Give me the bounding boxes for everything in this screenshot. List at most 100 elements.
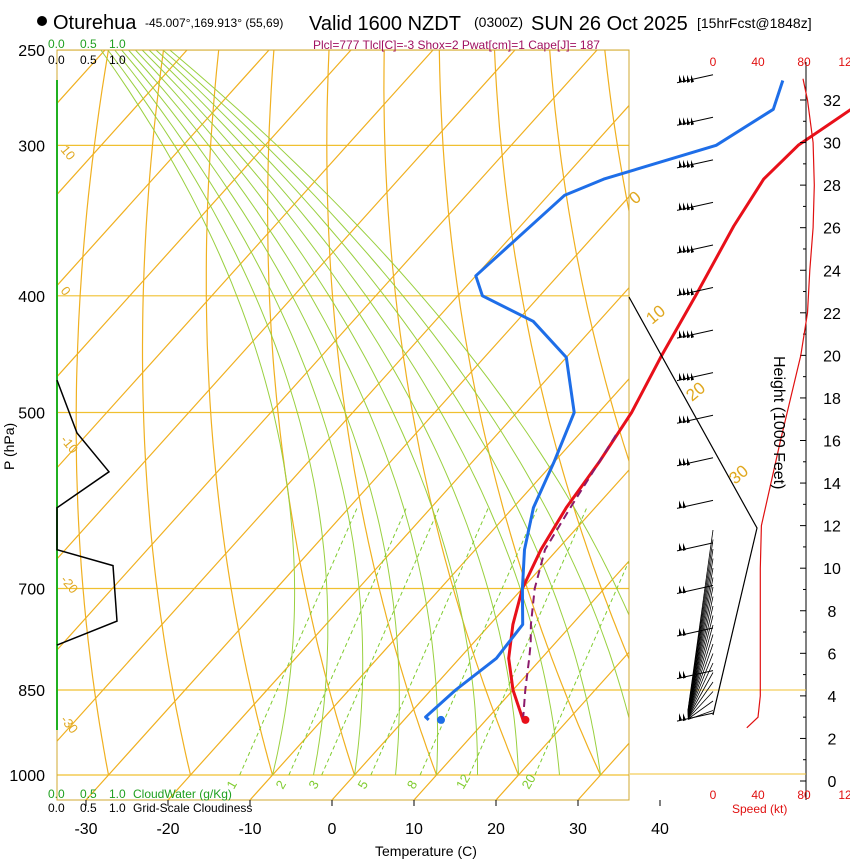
height-tick-6: 6 xyxy=(828,646,837,663)
wind-barb-flag-6-1 xyxy=(683,457,686,466)
wind-barb-flag-12-1 xyxy=(683,202,686,211)
temp-tick-20: 20 xyxy=(487,821,505,838)
wind-barb-9 xyxy=(676,329,714,339)
wind-barb-flag-5-1 xyxy=(683,500,686,509)
isotherm--70 xyxy=(57,50,434,469)
isotherm--80 xyxy=(57,50,352,378)
height-tick-18: 18 xyxy=(823,391,841,408)
x-axis-label: Temperature (C) xyxy=(375,843,477,859)
isotherm-0 xyxy=(331,469,629,800)
isotherm--40 xyxy=(57,104,629,743)
valid-time: Valid 1600 NZDT xyxy=(309,13,461,35)
height-tick-20: 20 xyxy=(823,348,841,365)
speed-tick-bottom-0: 0 xyxy=(710,788,717,802)
lowlevel-barb-17 xyxy=(687,691,714,719)
dry-adiabat-label-30: 30 xyxy=(725,461,752,488)
isotherm-40 xyxy=(660,50,850,800)
wind-barb-flag-9-1 xyxy=(683,330,686,339)
wind-barb-10 xyxy=(676,287,714,297)
height-tick-14: 14 xyxy=(823,476,841,493)
moist-adiabat-30 xyxy=(155,50,601,776)
wind-barb-flag-14-3 xyxy=(691,117,694,126)
wind-barb-flag-15-2 xyxy=(687,74,690,83)
height-tick-28: 28 xyxy=(823,178,841,195)
wind-barb-flag-7-2 xyxy=(687,415,690,424)
temp-tick-10: 10 xyxy=(405,821,423,838)
isotherm-label--20: -20 xyxy=(58,572,82,596)
height-panel: 0246810121416182022242628303200404080801… xyxy=(628,55,850,802)
isotherm--20 xyxy=(167,286,629,800)
wind-barb-flag-1-1 xyxy=(683,670,686,679)
forecast-date: SUN 26 Oct 2025 xyxy=(531,13,688,35)
height-tick-16: 16 xyxy=(823,434,841,451)
temp-tick-0: 0 xyxy=(328,821,337,838)
isotherm--90 xyxy=(57,50,270,287)
wind-barb-8 xyxy=(676,372,714,382)
lowlevel-barb-15 xyxy=(687,672,714,718)
dry-adiabat-0 xyxy=(266,50,356,776)
lowlevel-barb-6 xyxy=(687,586,714,714)
wind-barb-flag-4-0 xyxy=(679,542,682,551)
cloudiness-scale-bottom-0: 0.0 xyxy=(48,801,65,815)
speed-axis-label: Speed (kt) xyxy=(732,802,787,816)
speed-tick-top-2: 80 xyxy=(797,55,811,69)
speed-tick-top-1: 40 xyxy=(751,55,765,69)
station-coords: -45.007°,169.913° (55,69) xyxy=(145,16,283,30)
wind-barb-14 xyxy=(676,116,714,126)
moist-adiabat-20 xyxy=(141,50,519,776)
temp-tick-30: 30 xyxy=(569,821,587,838)
wind-barb-flag-10-0 xyxy=(679,287,682,296)
wind-barb-flag-2-0 xyxy=(679,628,682,637)
wind-barb-flag-6-0 xyxy=(679,457,682,466)
wind-barb-staff-4 xyxy=(676,542,714,552)
surface-dewpoint-marker xyxy=(436,715,445,724)
chart-series xyxy=(56,80,850,724)
lowlevel-barb-9 xyxy=(687,615,714,715)
height-tick-24: 24 xyxy=(823,263,841,280)
station-bullet-icon xyxy=(37,16,47,26)
isotherm-60 xyxy=(824,50,850,800)
isotherm--100 xyxy=(57,50,188,196)
wind-barb-flag-11-1 xyxy=(683,244,686,253)
wind-barb-flag-15-0 xyxy=(679,74,682,83)
isotherm-20 xyxy=(495,651,629,800)
moist-adiabat-25 xyxy=(148,50,560,776)
isotherm--60 xyxy=(57,50,516,560)
moist-adiabat-35 xyxy=(162,50,629,720)
lowlevel-barb-19 xyxy=(687,710,714,720)
cloud-water-label: CloudWater (g/Kg) xyxy=(133,787,232,801)
wind-barb-flag-10-3 xyxy=(691,287,694,296)
pressure-tick-1000: 1000 xyxy=(9,768,45,785)
wind-barb-flag-0-1 xyxy=(683,713,686,722)
cloudiness-label: Grid-Scale Cloudiness xyxy=(133,801,252,815)
dry-adiabat-label-10: 10 xyxy=(642,301,669,328)
wind-barb-staff-15 xyxy=(676,74,714,84)
wind-barb-flag-15-1 xyxy=(683,74,686,83)
utc-time: (0300Z) xyxy=(474,14,523,30)
wind-barb-flag-12-3 xyxy=(691,202,694,211)
series-temperature xyxy=(507,108,850,721)
wind-barb-6 xyxy=(676,457,714,467)
wind-barb-flag-14-1 xyxy=(683,117,686,126)
wind-barb-flag-5-0 xyxy=(679,500,682,509)
wind-barb-flag-13-2 xyxy=(687,159,690,168)
wind-barb-staff-9 xyxy=(676,329,714,339)
mixing-ratio-label-5: 5 xyxy=(355,778,372,792)
surface-temperature-marker xyxy=(521,715,530,724)
cloudiness-profile xyxy=(56,379,118,646)
moist-adiabat--5 xyxy=(107,50,329,776)
wind-barb-11 xyxy=(676,244,714,254)
cloud-water-scale-bottom-2: 1.0 xyxy=(109,787,126,801)
moist-adiabat-5 xyxy=(120,50,400,776)
wind-barb-flag-11-0 xyxy=(679,244,682,253)
wind-barb-flag-10-1 xyxy=(683,287,686,296)
pressure-tick-500: 500 xyxy=(18,406,45,423)
dry-adiabat-20 xyxy=(383,50,520,776)
series-dewpoint xyxy=(424,80,785,721)
cloud-water-scale-top-1: 0.5 xyxy=(80,37,97,51)
isotherm-label--30: -30 xyxy=(58,712,82,736)
wind-barb-flag-14-0 xyxy=(679,117,682,126)
wind-barb-flag-7-0 xyxy=(679,415,682,424)
wind-barb-flag-7-1 xyxy=(683,415,686,424)
dry-adiabat-40 xyxy=(493,50,629,661)
